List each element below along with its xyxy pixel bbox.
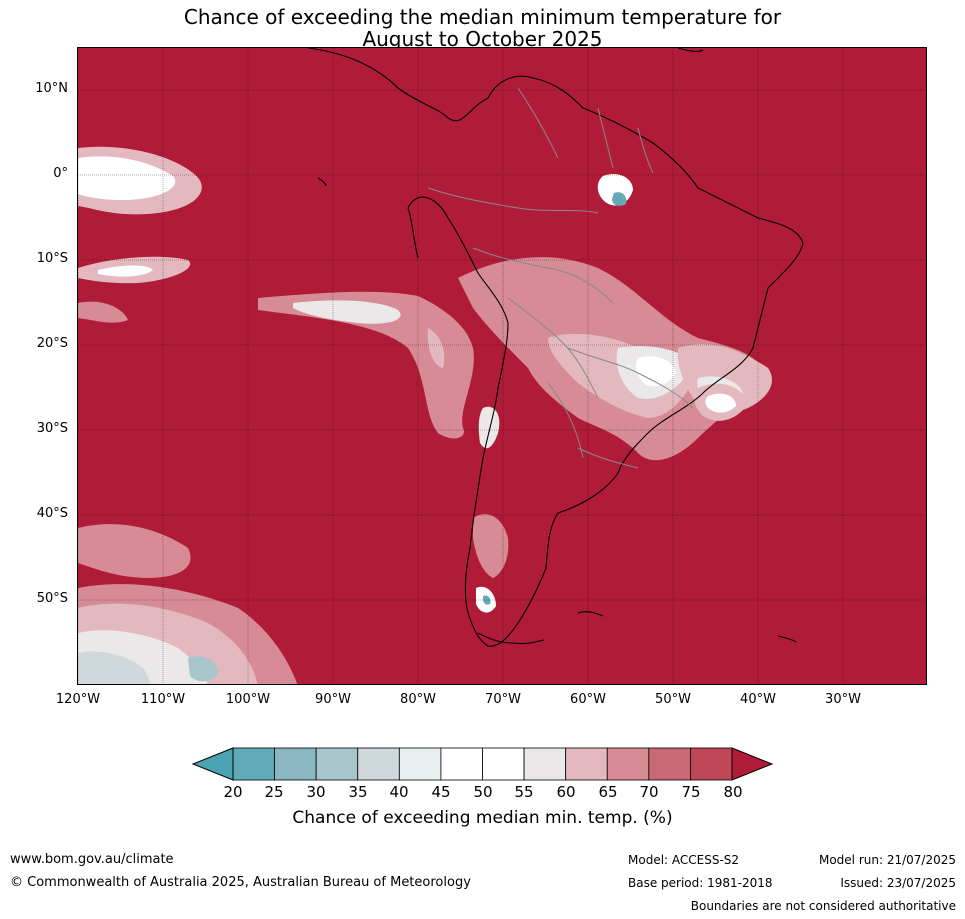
lat-label-0: 0°	[53, 166, 68, 181]
colorbar-under-arrow	[191, 747, 234, 781]
lat-label-40s: 40°S	[36, 506, 68, 521]
lon-label-120w: 120°W	[55, 692, 101, 707]
colorbar	[191, 747, 774, 781]
country-borders	[427, 87, 694, 469]
colorbar-tick-45: 45	[431, 783, 451, 801]
colorbar-cell	[482, 747, 525, 781]
colorbar-tick-30: 30	[306, 783, 326, 801]
colorbar-over-arrow	[731, 747, 774, 781]
lat-label-10s: 10°S	[36, 251, 68, 266]
colorbar-cell	[357, 747, 400, 781]
footer-issued: Issued: 23/07/2025	[840, 876, 956, 890]
colorbar-cell	[398, 747, 442, 781]
colorbar-tick-25: 25	[264, 783, 284, 801]
colorbar-tick-55: 55	[514, 783, 534, 801]
map-svg	[78, 48, 926, 684]
colorbar-cell	[565, 747, 608, 781]
map-gridlines	[78, 48, 926, 684]
colorbar-cell	[690, 747, 733, 781]
colorbar-cell	[274, 747, 317, 781]
colorbar-tick-40: 40	[389, 783, 409, 801]
probability-regions	[78, 146, 772, 684]
footer-disclaimer: Boundaries are not considered authoritat…	[690, 899, 956, 913]
colorbar-tick-65: 65	[598, 783, 618, 801]
lat-label-10n: 10°N	[35, 81, 68, 96]
colorbar-cell	[606, 747, 650, 781]
colorbar-tick-80: 80	[723, 783, 743, 801]
colorbar-tick-50: 50	[473, 783, 493, 801]
colorbar-tick-60: 60	[556, 783, 576, 801]
lat-label-20s: 20°S	[36, 336, 68, 351]
lon-label-50w: 50°W	[655, 692, 691, 707]
map-title-line1: Chance of exceeding the median minimum t…	[183, 5, 782, 29]
footer-model-run: Model run: 21/07/2025	[818, 853, 956, 867]
colorbar-label: Chance of exceeding median min. temp. (%…	[292, 808, 673, 828]
colorbar-cell	[232, 747, 275, 781]
footer-website: www.bom.gov.au/climate	[10, 852, 174, 867]
lon-label-90w: 90°W	[315, 692, 351, 707]
colorbar-cell	[523, 747, 567, 781]
colorbar-tick-70: 70	[639, 783, 659, 801]
lon-label-100w: 100°W	[225, 692, 271, 707]
map-title-line2: August to October 2025	[362, 27, 603, 51]
colorbar-tick-35: 35	[348, 783, 368, 801]
lat-label-50s: 50°S	[36, 591, 68, 606]
colorbar-cell	[440, 747, 483, 781]
probability-map	[77, 47, 927, 685]
lon-label-30w: 30°W	[825, 692, 861, 707]
colorbar-cells	[232, 747, 733, 781]
colorbar-tick-20: 20	[223, 783, 243, 801]
footer-model: Model: ACCESS-S2	[628, 853, 740, 867]
colorbar-cell	[648, 747, 691, 781]
lon-label-60w: 60°W	[570, 692, 606, 707]
footer-copyright: © Commonwealth of Australia 2025, Austra…	[10, 875, 471, 890]
colorbar-cell	[315, 747, 359, 781]
lon-label-40w: 40°W	[740, 692, 776, 707]
footer-base-period: Base period: 1981-2018	[628, 876, 773, 890]
lat-label-30s: 30°S	[36, 421, 68, 436]
colorbar-tick-75: 75	[681, 783, 701, 801]
lon-label-80w: 80°W	[400, 692, 436, 707]
lon-label-110w: 110°W	[140, 692, 186, 707]
coastline	[307, 48, 804, 647]
lon-label-70w: 70°W	[485, 692, 521, 707]
